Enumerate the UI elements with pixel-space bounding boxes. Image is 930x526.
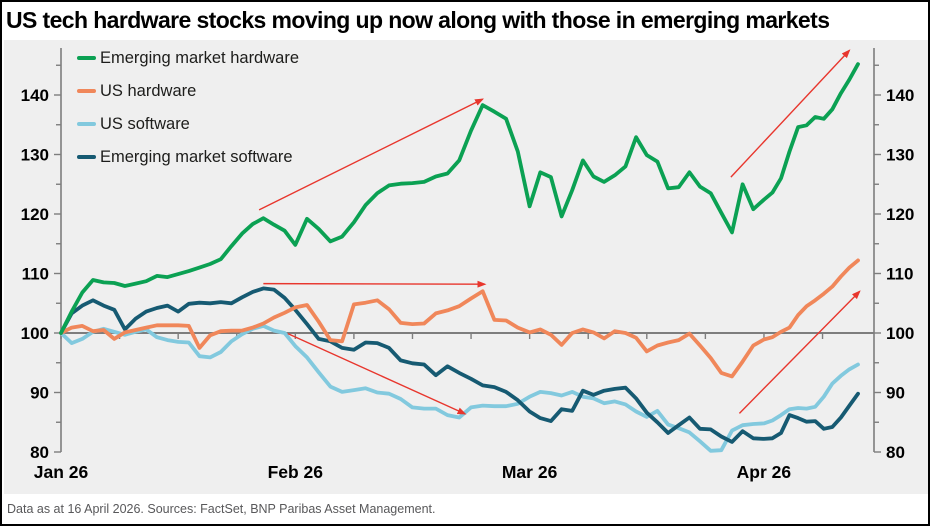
trend-arrow (258, 98, 485, 211)
left-axis-label: 130 (21, 146, 49, 165)
left-axis-label: 110 (22, 265, 49, 284)
right-axis-label: 140 (886, 86, 914, 105)
left-axis-label: 80 (30, 443, 49, 462)
trend-arrow (738, 290, 861, 414)
right-axis-label: 100 (886, 324, 914, 343)
x-axis-month-label: Feb 26 (268, 462, 324, 482)
left-axis-label: 120 (21, 205, 49, 224)
series-line-us-software (59, 323, 860, 453)
series-line-emerging-market-hardware (59, 62, 860, 335)
plot-canvas: 80 90 100 110 120 130 140 80 90 100 110 120 130 140 Ja… (21, 48, 914, 482)
source-note: Data as at 16 April 2026. Sources: FactS… (7, 502, 436, 516)
title-bar: US tech hardware stocks moving up now al… (4, 2, 926, 40)
x-axis-month-label: Jan 26 (34, 462, 89, 482)
right-axis-label: 80 (886, 443, 905, 462)
right-axis-label: 90 (886, 384, 905, 403)
left-axis-label: 140 (21, 86, 49, 105)
right-axis-label: 120 (886, 205, 914, 224)
series-line-us-hardware (59, 258, 860, 379)
chart-title: US tech hardware stocks moving up now al… (6, 7, 830, 33)
plot-area: 80 90 100 110 120 130 140 80 90 100 110 120 130 140 Ja… (4, 40, 928, 494)
series-line-emerging-market-software (59, 286, 860, 444)
right-axis-label: 130 (886, 146, 914, 165)
trend-arrow (263, 280, 487, 288)
right-axis-label: 110 (886, 265, 913, 284)
footer-bar: Data as at 16 April 2026. Sources: FactS… (4, 494, 926, 524)
left-axis-label: 90 (30, 384, 49, 403)
trend-arrow (287, 332, 467, 415)
trend-arrow (730, 49, 851, 178)
x-axis-month-label: Apr 26 (737, 462, 792, 482)
left-axis-label: 100 (21, 324, 49, 343)
x-axis-month-label: Mar 26 (502, 462, 558, 482)
